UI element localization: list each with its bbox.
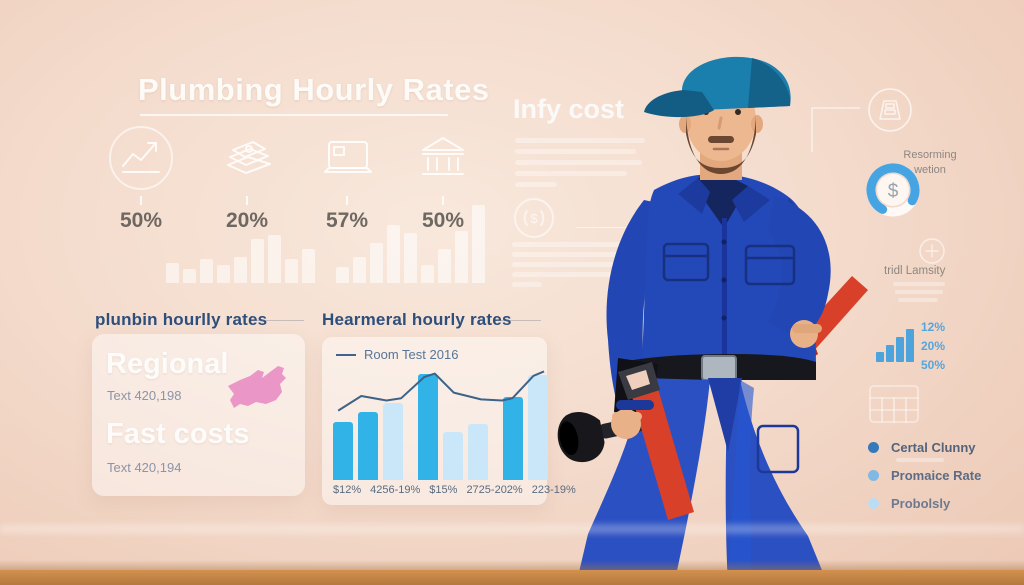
- page-title: Plumbing Hourly Rates: [138, 72, 490, 107]
- fast-costs-value: Text 420,194: [107, 460, 182, 475]
- mini-bar-values: 12% 20% 50%: [921, 320, 946, 372]
- background-bar-chart-right: [336, 205, 485, 283]
- info-cost-title: Infy cost: [513, 94, 625, 124]
- heading-rule: [497, 320, 541, 321]
- floor-shadow: [0, 560, 1024, 570]
- stat-value: 50%: [421, 209, 465, 232]
- laptop-icon: [292, 122, 402, 194]
- plumber-photo: [557, 56, 868, 585]
- legend-label: Room Test 2016: [364, 347, 459, 362]
- money-stack-icon: [192, 122, 302, 194]
- stat-tick: [346, 196, 348, 205]
- stat-laptop: 57%: [292, 122, 402, 233]
- svg-text:$: $: [530, 211, 538, 226]
- background-bar-chart-left: [166, 235, 315, 283]
- dollar-donut-chart: $: [864, 161, 922, 224]
- list-item: Certal Clunny: [868, 440, 981, 455]
- trend-chart-icon: [86, 122, 196, 194]
- bank-icon: [388, 122, 498, 194]
- connector-line: [811, 107, 860, 152]
- rate-chart-line: [337, 370, 545, 412]
- usa-map-icon: [220, 360, 292, 421]
- stat-money: 20%: [192, 122, 302, 233]
- list-item: Probolsly: [868, 496, 981, 511]
- stat-value: 57%: [325, 209, 369, 232]
- divider-line: [576, 227, 638, 228]
- stat-tick: [140, 196, 142, 205]
- stat-value: 20%: [225, 209, 269, 232]
- wall-highlight-band: [0, 524, 1024, 534]
- regional-card: Regional Text 420,198 Fast costs Text 42…: [92, 334, 305, 496]
- bullet-dot: [868, 442, 879, 453]
- bullet-dot: [868, 470, 879, 481]
- title-underline: [140, 114, 448, 116]
- stat-tick: [246, 196, 248, 205]
- heading-rule: [252, 320, 304, 321]
- key-points-list: Certal Clunny Promaice Rate Probolsly: [868, 440, 981, 524]
- badge-circle-icon: [917, 236, 947, 271]
- regional-value: Text 420,198: [107, 388, 182, 403]
- x-axis-labels: $12% 4256-19% $15% 2725-202% 223-19%: [333, 484, 576, 496]
- stat-tick: [442, 196, 444, 205]
- mini-bar-chart-icon: [876, 328, 914, 362]
- fast-costs-title: Fast costs: [106, 418, 250, 450]
- money-badge-icon: [866, 86, 914, 139]
- coin-signal-icon: $: [512, 196, 556, 245]
- building-card-icon: [866, 382, 922, 431]
- regional-section-heading: plunbin hourlly rates: [95, 310, 268, 329]
- stat-trend: 50%: [86, 122, 196, 233]
- list-item: Promaice Rate: [868, 468, 981, 483]
- bullet-dot: [868, 498, 879, 509]
- regional-title: Regional: [106, 348, 229, 380]
- donut-dollar-symbol: $: [888, 181, 899, 202]
- rate-chart-bars: [333, 365, 548, 480]
- rate-chart-heading: Hearmeral hourly rates: [322, 310, 512, 329]
- stat-value: 50%: [119, 209, 163, 232]
- rate-chart-card: Room Test 2016 $12% 4256-19% $15% 2725-202%…: [322, 337, 576, 505]
- right-caption: tridl Lamsity: [884, 265, 946, 277]
- donut-caption: Resorming wetion: [903, 149, 957, 176]
- wood-floor: [0, 570, 1024, 585]
- stat-bank: 50%: [388, 122, 498, 233]
- chart-legend: Room Test 2016: [336, 347, 458, 362]
- legend-line-swatch: [336, 353, 356, 356]
